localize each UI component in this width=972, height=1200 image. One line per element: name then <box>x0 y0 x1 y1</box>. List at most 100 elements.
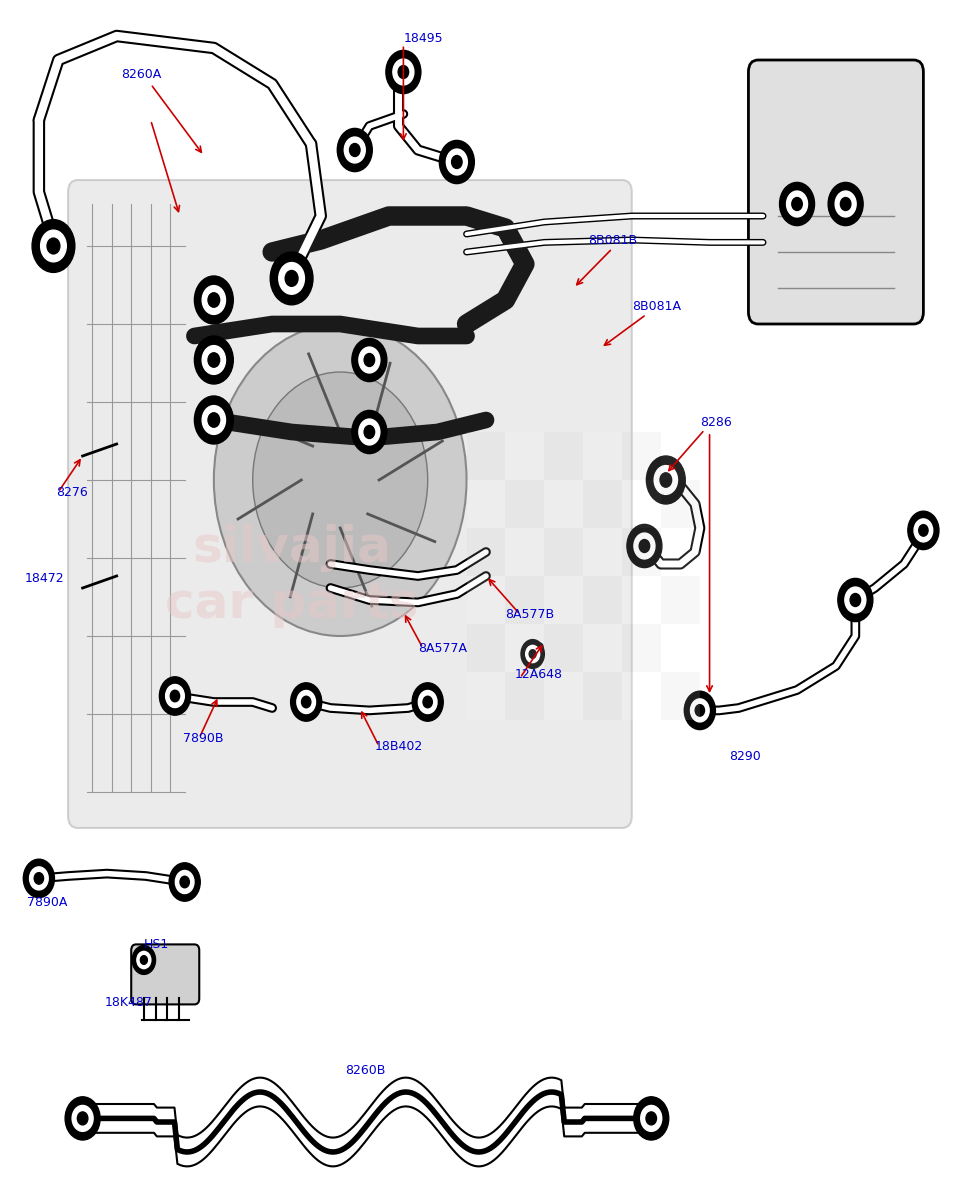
Bar <box>467 576 505 624</box>
Bar <box>467 528 505 576</box>
Circle shape <box>32 220 75 272</box>
Text: HS1: HS1 <box>144 938 169 950</box>
Circle shape <box>393 59 414 85</box>
Circle shape <box>841 198 850 210</box>
Circle shape <box>399 66 408 78</box>
Bar <box>467 480 505 528</box>
Circle shape <box>350 144 360 156</box>
Bar <box>583 480 622 528</box>
Circle shape <box>194 336 233 384</box>
Circle shape <box>526 646 539 662</box>
Circle shape <box>359 419 380 445</box>
Text: silvajia
car parts: silvajia car parts <box>165 524 418 628</box>
Bar <box>467 432 505 480</box>
Circle shape <box>660 473 672 487</box>
Circle shape <box>423 696 433 708</box>
Circle shape <box>132 946 156 974</box>
Bar <box>544 624 583 672</box>
Circle shape <box>296 690 316 714</box>
Bar <box>544 528 583 576</box>
Circle shape <box>72 1105 93 1132</box>
Circle shape <box>159 677 191 715</box>
Bar <box>622 480 661 528</box>
Circle shape <box>137 952 151 968</box>
Circle shape <box>838 578 873 622</box>
Circle shape <box>452 156 462 168</box>
Circle shape <box>65 1097 100 1140</box>
Circle shape <box>364 354 374 366</box>
Text: 8B081A: 8B081A <box>632 300 680 312</box>
Circle shape <box>640 540 649 552</box>
Text: 8260A: 8260A <box>122 68 161 80</box>
Bar <box>661 624 700 672</box>
Bar <box>505 624 544 672</box>
Bar <box>661 528 700 576</box>
Circle shape <box>352 410 387 454</box>
Circle shape <box>654 466 677 494</box>
Circle shape <box>23 859 54 898</box>
Circle shape <box>270 252 313 305</box>
Circle shape <box>627 524 662 568</box>
Circle shape <box>285 270 298 287</box>
Bar <box>505 528 544 576</box>
Circle shape <box>439 140 474 184</box>
Text: 8286: 8286 <box>700 416 732 428</box>
Circle shape <box>41 230 66 262</box>
Circle shape <box>180 876 190 888</box>
Circle shape <box>646 1112 656 1124</box>
Bar <box>467 624 505 672</box>
Circle shape <box>914 518 933 542</box>
Text: 7890A: 7890A <box>27 896 68 908</box>
Circle shape <box>684 691 715 730</box>
FancyBboxPatch shape <box>748 60 923 324</box>
Bar <box>622 576 661 624</box>
Circle shape <box>364 426 374 438</box>
Bar <box>467 672 505 720</box>
Bar <box>661 480 700 528</box>
Circle shape <box>412 683 443 721</box>
Bar <box>505 480 544 528</box>
Bar <box>544 672 583 720</box>
Circle shape <box>695 704 705 716</box>
Bar <box>583 576 622 624</box>
Text: 12A648: 12A648 <box>515 668 563 680</box>
Text: 8276: 8276 <box>56 486 88 498</box>
Bar <box>544 480 583 528</box>
Circle shape <box>47 238 60 254</box>
Text: 18B402: 18B402 <box>374 740 423 752</box>
Circle shape <box>845 587 866 613</box>
Circle shape <box>291 683 322 721</box>
Bar <box>505 576 544 624</box>
Text: 18472: 18472 <box>24 572 64 584</box>
Bar <box>661 672 700 720</box>
Text: 8260B: 8260B <box>345 1064 386 1076</box>
Circle shape <box>352 338 387 382</box>
Circle shape <box>828 182 863 226</box>
Circle shape <box>170 690 180 702</box>
Bar <box>583 528 622 576</box>
Circle shape <box>850 594 860 606</box>
Circle shape <box>634 1097 669 1140</box>
FancyBboxPatch shape <box>68 180 632 828</box>
Circle shape <box>521 640 544 668</box>
Circle shape <box>418 690 437 714</box>
Bar <box>622 672 661 720</box>
Circle shape <box>337 128 372 172</box>
Circle shape <box>780 182 815 226</box>
Bar <box>622 528 661 576</box>
Circle shape <box>835 191 856 217</box>
Circle shape <box>169 863 200 901</box>
Circle shape <box>208 293 220 307</box>
Bar <box>583 624 622 672</box>
Text: 18495: 18495 <box>403 32 443 44</box>
Text: 18K487: 18K487 <box>105 996 153 1008</box>
Circle shape <box>792 198 802 210</box>
Circle shape <box>202 286 226 314</box>
Bar <box>583 432 622 480</box>
Circle shape <box>919 524 928 536</box>
Circle shape <box>529 649 537 659</box>
Circle shape <box>165 684 185 708</box>
Bar <box>622 624 661 672</box>
Circle shape <box>786 191 808 217</box>
Bar <box>505 672 544 720</box>
